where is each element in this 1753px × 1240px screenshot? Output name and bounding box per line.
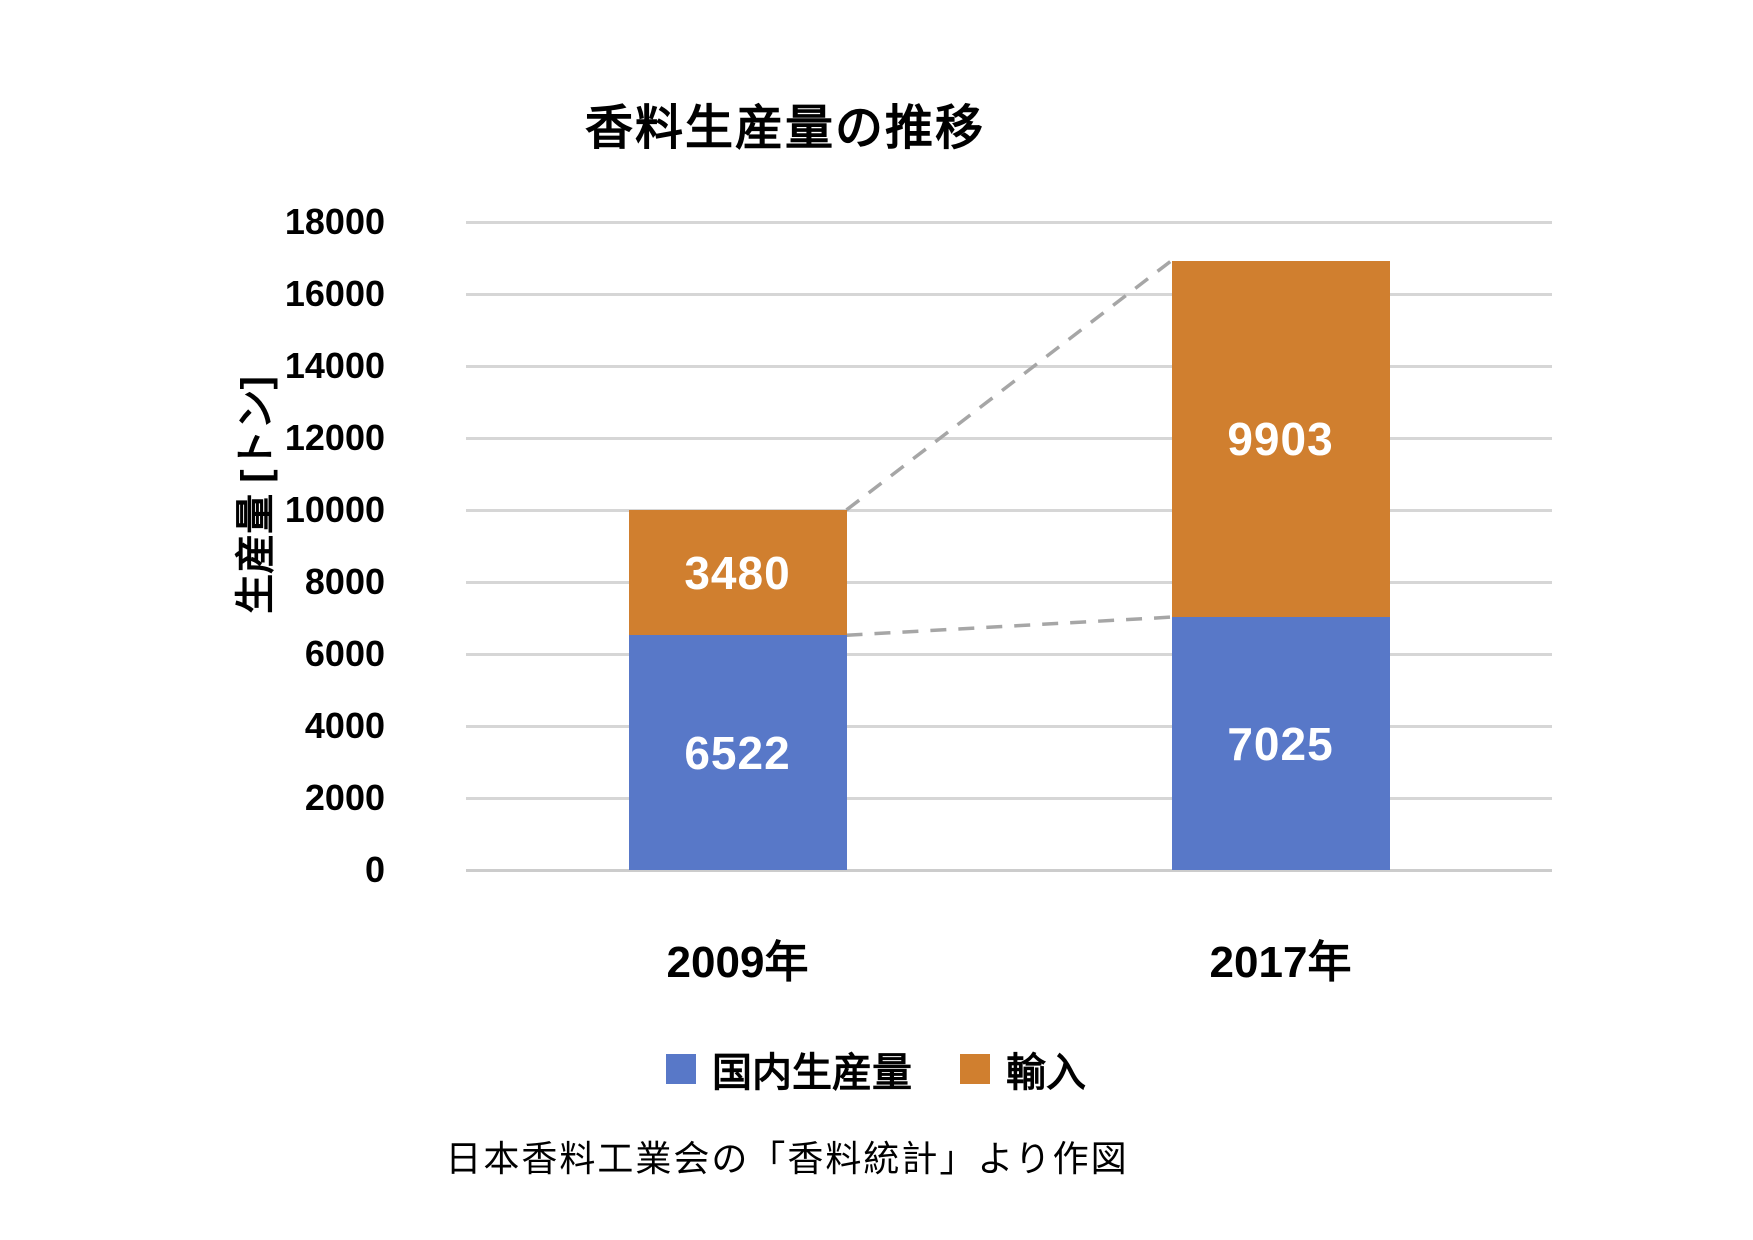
bar-2009-domestic-production: 6522 bbox=[628, 635, 847, 870]
bar-2017-domestic-production: 7025 bbox=[1171, 617, 1390, 870]
legend-item-domestic-production: 国内生産量 bbox=[666, 1040, 912, 1098]
gridline-2000 bbox=[466, 796, 1552, 800]
gridline-4000 bbox=[466, 724, 1552, 728]
gridline-6000 bbox=[466, 652, 1552, 656]
legend-swatch-icon bbox=[960, 1054, 990, 1084]
y-tick-label-14000: 14000 bbox=[284, 345, 385, 386]
bar-value-label: 3480 bbox=[684, 546, 791, 599]
y-tick-label-4000: 4000 bbox=[304, 705, 385, 746]
connector-lines bbox=[845, 259, 1173, 637]
legend-item-import: 輸入 bbox=[960, 1040, 1086, 1098]
bar-value-label: 6522 bbox=[684, 726, 791, 779]
y-tick-label-8000: 8000 bbox=[304, 561, 385, 602]
gridline-10000 bbox=[466, 508, 1552, 512]
bar-2017-import: 9903 bbox=[1171, 260, 1390, 618]
connector-line-domestic bbox=[846, 615, 1172, 637]
x-category-label-2009: 2009年 bbox=[666, 938, 809, 987]
y-tick-label-12000: 12000 bbox=[284, 417, 385, 458]
bar-value-label: 7025 bbox=[1227, 717, 1334, 770]
gridline-0 bbox=[466, 868, 1552, 872]
legend: 国内生産量 輸入 bbox=[666, 1040, 1086, 1098]
legend-swatch-icon bbox=[666, 1054, 696, 1084]
y-tick-label-10000: 10000 bbox=[284, 489, 385, 530]
chart-title: 香料生産量の推移 bbox=[584, 102, 986, 155]
legend-label: 輸入 bbox=[1006, 1051, 1086, 1095]
gridline-12000 bbox=[466, 436, 1552, 440]
gridline-16000 bbox=[466, 292, 1552, 296]
gridline-8000 bbox=[466, 580, 1552, 584]
y-tick-label-0: 0 bbox=[364, 849, 385, 890]
source-caption: 日本香料工業会の「香料統計」より作図 bbox=[445, 1139, 1129, 1179]
x-category-label-2017: 2017年 bbox=[1209, 938, 1352, 987]
gridline-18000 bbox=[466, 220, 1552, 224]
y-tick-label-2000: 2000 bbox=[304, 777, 385, 818]
y-tick-label-16000: 16000 bbox=[284, 273, 385, 314]
plot-area: 6522 3480 7025 9903 bbox=[466, 220, 1552, 872]
bar-value-label: 9903 bbox=[1227, 412, 1334, 465]
bar-2009-import: 3480 bbox=[628, 509, 847, 636]
y-tick-label-6000: 6000 bbox=[304, 633, 385, 674]
y-tick-label-18000: 18000 bbox=[284, 201, 385, 242]
gridline-14000 bbox=[466, 364, 1552, 368]
legend-label: 国内生産量 bbox=[712, 1051, 912, 1095]
connector-line-total bbox=[845, 259, 1173, 512]
